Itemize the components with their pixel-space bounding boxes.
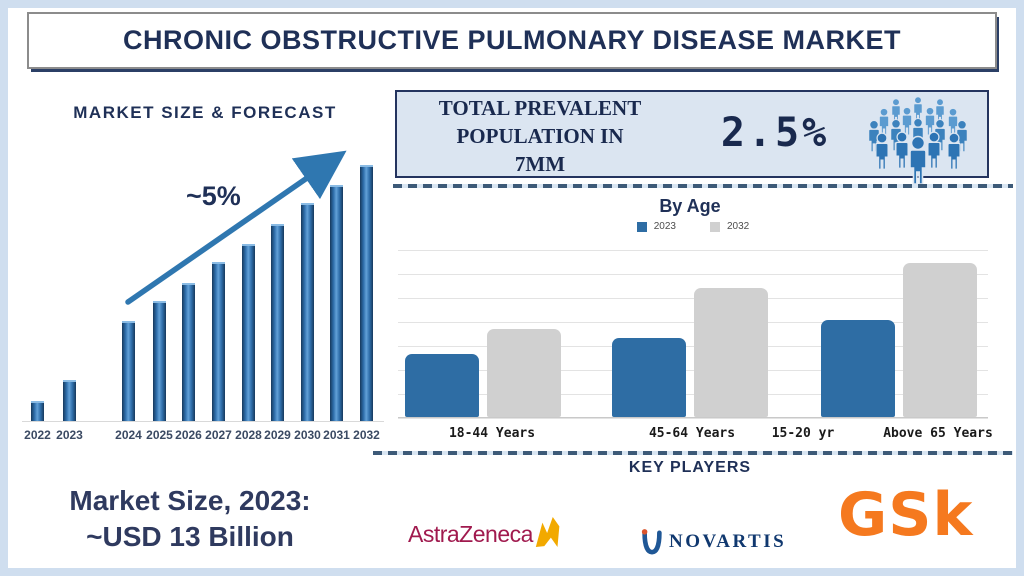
market-size-note: Market Size, 2023: ~USD 13 Billion (25, 483, 355, 555)
market-chart-title: MARKET SIZE & FORECAST (73, 103, 337, 122)
legend-swatch-2023 (636, 221, 647, 232)
age-axis-line (398, 417, 988, 418)
age-gridline (398, 250, 988, 251)
market-bar-2030 (301, 203, 314, 421)
market-x-label-2028: 2028 (235, 428, 262, 442)
age-gridline (398, 274, 988, 275)
prevalence-label: TOTAL PREVALENT POPULATION IN 7MM (412, 94, 668, 178)
market-x-label-2032: 2032 (353, 428, 380, 442)
age-gridline (398, 346, 988, 347)
market-bar-2028 (242, 244, 255, 421)
prevalence-label-line2: POPULATION IN (456, 124, 624, 148)
market-x-label-2031: 2031 (323, 428, 350, 442)
legend-label-2032: 2032 (727, 221, 750, 232)
dashed-separator-bottom (373, 451, 1013, 455)
age-x-label: 45-64 Years (648, 426, 736, 441)
prevalence-box (395, 90, 989, 178)
novartis-flame-icon (641, 529, 662, 555)
astrazeneca-swoosh-icon (535, 516, 560, 548)
dashed-separator-top (393, 184, 1013, 188)
logo-astrazeneca: AstraZeneca (408, 512, 565, 552)
market-axis-line (22, 421, 384, 422)
age-bar-2032-Above 65 Years (903, 263, 977, 417)
gsk-wordmark: GSk (838, 480, 974, 550)
key-players-title: KEY PLAYERS (628, 459, 752, 476)
crowd-icon (868, 96, 968, 185)
age-bar-2023-18-44 Years (405, 354, 479, 417)
page-title: CHRONIC OBSTRUCTIVE PULMONARY DISEASE MA… (122, 25, 902, 55)
age-bar-2023-45-64 Years (612, 338, 686, 417)
market-x-label-2029: 2029 (264, 428, 291, 442)
novartis-wordmark: NOVARTIS (669, 531, 787, 552)
market-x-label-2022: 2022 (24, 428, 51, 442)
market-x-label-2026: 2026 (175, 428, 202, 442)
market-x-label-2030: 2030 (294, 428, 321, 442)
legend-label-2023: 2023 (653, 221, 676, 232)
market-x-label-2025: 2025 (146, 428, 173, 442)
astrazeneca-wordmark: AstraZeneca (408, 521, 533, 547)
market-bar-2022 (31, 401, 44, 421)
prevalence-value: 2.5% (720, 110, 830, 156)
age-gridline (398, 370, 988, 371)
market-bar-2025 (153, 301, 166, 421)
market-bar-2026 (182, 283, 195, 421)
market-x-label-2027: 2027 (205, 428, 232, 442)
age-bar-2032-18-44 Years (487, 329, 561, 417)
growth-trend-arrow-icon (125, 150, 347, 305)
age-gridline (398, 418, 988, 419)
market-bar-2032 (360, 165, 373, 421)
age-chart-title: By Age (659, 196, 721, 216)
growth-rate-label: ~5% (186, 181, 241, 211)
age-x-label: 18-44 Years (448, 426, 536, 441)
age-chart-legend: 2023 2032 (398, 221, 988, 232)
logo-novartis: NOVARTIS (640, 528, 786, 556)
age-bar-2023-Above 65 Years (821, 320, 895, 417)
age-gridline (398, 394, 988, 395)
market-x-label-2024: 2024 (115, 428, 142, 442)
market-bar-2024 (122, 321, 135, 421)
age-x-label: Above 65 Years (883, 426, 993, 441)
legend-item-2032: 2032 (710, 221, 749, 232)
market-bar-2027 (212, 262, 225, 421)
market-bar-2029 (271, 224, 284, 421)
title-banner: CHRONIC OBSTRUCTIVE PULMONARY DISEASE MA… (27, 12, 997, 69)
legend-swatch-2032 (710, 221, 720, 232)
prevalence-label-line1: TOTAL PREVALENT (438, 96, 642, 120)
market-size-note-line1: Market Size, 2023: (69, 485, 311, 516)
legend-item-2023: 2023 (636, 221, 676, 232)
age-x-label: 15-20 yr (771, 426, 835, 441)
logo-gsk: GSk (838, 480, 973, 550)
prevalence-label-line3: 7MM (514, 152, 566, 176)
age-gridline (398, 298, 988, 299)
market-bar-2023 (63, 380, 76, 421)
market-x-label-2023: 2023 (56, 428, 83, 442)
age-bar-2032-45-64 Years (694, 288, 768, 417)
market-size-note-line2: ~USD 13 Billion (86, 521, 294, 552)
age-gridline (398, 322, 988, 323)
